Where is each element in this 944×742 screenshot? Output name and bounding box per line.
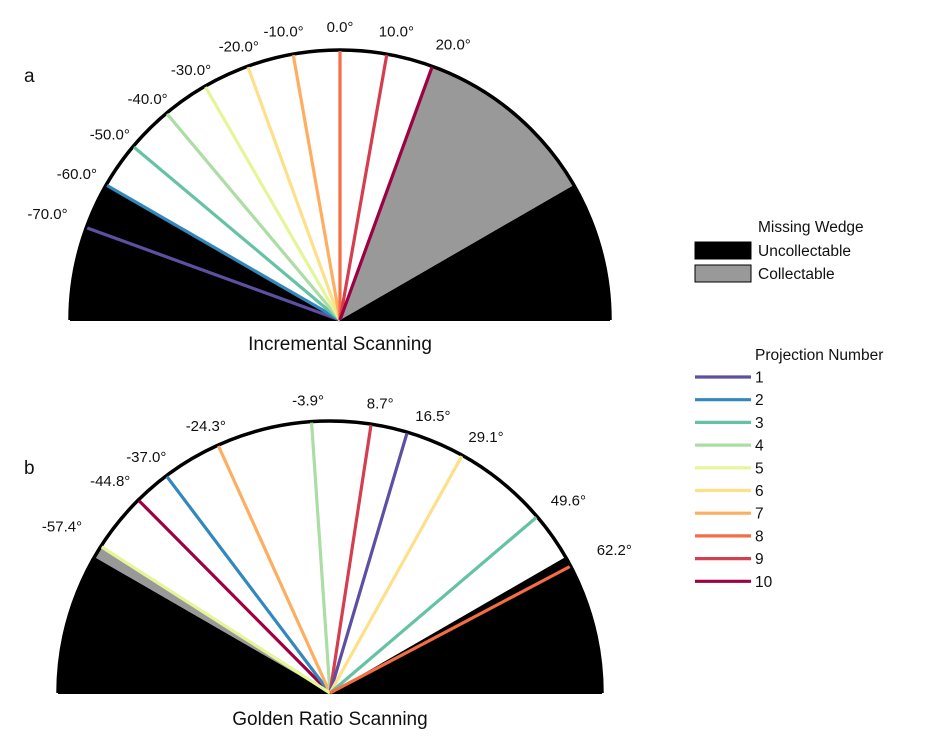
legend-collectable-label: Collectable [758, 266, 835, 283]
legend-projection-label-10: 10 [755, 574, 773, 591]
angle-label-projection-10: -44.8° [90, 473, 130, 490]
projection-line-5 [100, 545, 331, 695]
legend-projection-number: Projection Number 1 2 3 4 5 6 7 8 9 10 [695, 347, 883, 591]
projection-line-6 [246, 66, 342, 321]
projection-angle-labels: -70.0° -60.0° -50.0° -40.0°-30.0° -20.0°-10.… [27, 19, 470, 223]
projection-line-10 [338, 66, 434, 321]
legend-projection-label-4: 4 [755, 438, 764, 455]
legend-wedge-title: Missing Wedge [758, 219, 864, 236]
projection-line-10 [137, 499, 332, 695]
semicircle-outline [56, 419, 604, 694]
legend-projection-label-2: 2 [755, 392, 764, 409]
angle-label-projection-8: 0.0° [327, 19, 354, 36]
legend-projection-label-5: 5 [755, 460, 764, 477]
panel-caption-a: Incremental Scanning [248, 334, 432, 355]
projection-line-2 [106, 184, 341, 322]
legend-projection-label-3: 3 [755, 415, 764, 432]
projection-line-9 [338, 54, 389, 321]
panel-caption-b: Golden Ratio Scanning [232, 709, 427, 730]
projection-angle-labels: -44.8° -37.0° -24.3° -3.9° 8.7° 16.5° 29.1° 49.… [42, 393, 632, 559]
projection-line-6 [328, 455, 464, 694]
projection-line-7 [291, 54, 342, 321]
angle-label-projection-5: -30.0° [171, 62, 211, 79]
uncollectable-wedge-left [70, 185, 340, 320]
angle-label-projection-1: 16.5° [415, 408, 450, 425]
angle-label-projection-9: 10.0° [379, 23, 414, 40]
panel-golden-ratio-scanning: b -44.8° -37.0° -24.3° -3.9° 8.7° 16.5° 29.1° 4… [24, 393, 632, 730]
angle-label-projection-5: -57.4° [42, 519, 82, 536]
uncollectable-wedge-right [330, 557, 602, 693]
angle-label-projection-7: -24.3° [186, 418, 226, 435]
projection-line-4 [309, 422, 332, 694]
angle-label-projection-2: -60.0° [57, 166, 97, 183]
missing-wedge-shapes [56, 419, 604, 694]
projection-line-7 [217, 445, 332, 694]
angle-label-projection-3: -50.0° [90, 127, 130, 144]
legend-uncollectable-label: Uncollectable [758, 243, 851, 260]
legend-projection-label-1: 1 [755, 370, 764, 387]
angle-label-projection-9: 8.7° [367, 395, 394, 412]
legend-missing-wedge: Missing Wedge Uncollectable Collectable [694, 219, 864, 283]
angle-label-projection-2: -37.0° [126, 449, 166, 466]
angle-label-projection-6: -20.0° [219, 39, 259, 56]
angle-label-projection-3: 49.6° [551, 493, 586, 510]
uncollectable-wedge-right [340, 185, 610, 320]
legend-projection-label-9: 9 [755, 551, 764, 568]
legend-projection-title: Projection Number [755, 347, 883, 364]
projection-line-3 [132, 145, 342, 322]
panel-incremental-scanning: a -70.0° -60.0° -50.0° -40.0°-30.0° -20.0°-1… [24, 19, 612, 355]
legend-projection-label-8: 8 [755, 528, 764, 545]
collectable-wedge-right [340, 66, 574, 320]
projection-line-5 [204, 86, 342, 321]
panel-letter-b: b [24, 458, 35, 479]
projection-line-2 [165, 475, 332, 694]
legend-projection-label-7: 7 [755, 506, 764, 523]
legend-projection-label-6: 6 [755, 483, 764, 500]
projection-lines [86, 51, 434, 322]
projection-line-9 [328, 424, 373, 694]
panel-letter-a: a [24, 66, 35, 87]
projection-line-3 [328, 516, 538, 695]
angle-label-projection-6: 29.1° [468, 429, 503, 446]
uncollectable-wedge-left [58, 557, 330, 693]
uncollectable-swatch [694, 241, 752, 260]
angle-label-projection-7: -10.0° [263, 23, 303, 40]
angle-label-projection-4: -40.0° [127, 91, 167, 108]
semicircle-outline [68, 48, 612, 321]
collectable-swatch [694, 264, 752, 283]
projection-line-1 [86, 226, 341, 322]
angle-label-projection-4: -3.9° [292, 393, 324, 410]
angle-label-projection-1: -70.0° [27, 206, 67, 223]
angle-label-projection-10: 20.0° [436, 37, 471, 54]
angle-label-projection-8: 62.2° [597, 542, 632, 559]
projection-lines [100, 422, 571, 695]
projection-line-8 [329, 565, 571, 695]
projection-line-4 [165, 112, 342, 322]
projection-line-1 [328, 432, 409, 694]
